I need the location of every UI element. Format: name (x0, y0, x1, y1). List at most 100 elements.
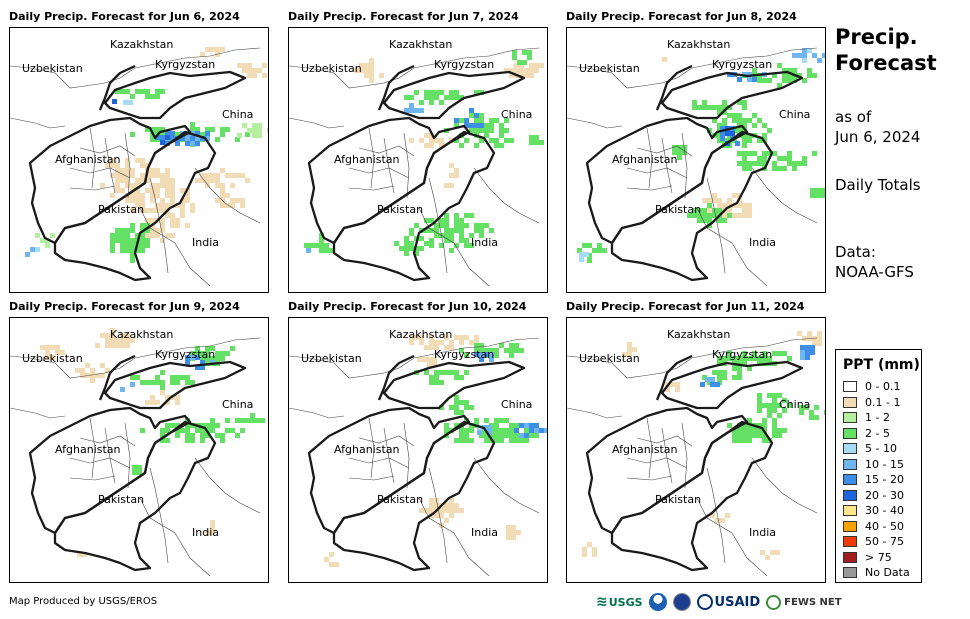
admin-boundary-line (124, 422, 131, 489)
usaid-logo-text: USAID (714, 594, 761, 610)
daily-totals-text: Daily Totals (835, 176, 921, 194)
side-title: Precip. Forecast (835, 24, 937, 76)
country-label-kazakhstan: Kazakhstan (110, 328, 173, 341)
country-label-afghanistan: Afghanistan (334, 443, 400, 456)
admin-boundary-line (681, 422, 688, 489)
usgs-logo-text: USGS (608, 595, 643, 609)
legend-swatch (843, 381, 857, 393)
panel-title-3: Daily Precip. Forecast for Jun 8, 2024 (566, 10, 797, 23)
kyrgyzstan-border (98, 354, 136, 401)
admin-boundary-line (383, 427, 395, 484)
kyrgyzstan-border (103, 360, 247, 410)
legend-swatch (843, 489, 857, 501)
admin-boundary-line (567, 65, 663, 89)
admin-boundary-line (289, 65, 385, 89)
data-label: Data: (835, 243, 876, 261)
admin-boundary-line (69, 457, 131, 469)
fewsnet-globe-icon (766, 594, 782, 610)
country-label-kyrgyzstan: Kyrgyzstan (155, 58, 215, 71)
country-label-china: China (779, 398, 810, 411)
admin-boundary-line (149, 467, 169, 564)
pakistan-border (610, 130, 774, 282)
country-label-pakistan: Pakistan (655, 203, 701, 216)
side-title-line2: Forecast (835, 51, 937, 75)
noaa-logo-icon (648, 593, 667, 611)
partner-logos: ≋ USGS USAID FEWS NET (596, 591, 842, 613)
admin-boundary-line (751, 457, 818, 514)
kyrgyzstan-border (655, 64, 693, 111)
admin-boundary-line (473, 167, 540, 224)
country-label-afghanistan: Afghanistan (55, 443, 121, 456)
legend-swatch (843, 458, 857, 470)
admin-boundary-line (567, 355, 663, 379)
admin-boundary-line (69, 185, 116, 191)
country-label-afghanistan: Afghanistan (612, 443, 678, 456)
country-label-india: India (192, 236, 219, 249)
country-label-kyrgyzstan: Kyrgyzstan (434, 58, 494, 71)
legend-label: 40 - 50 (865, 519, 904, 533)
admin-boundary-line (383, 337, 540, 374)
legend-label: 10 - 15 (865, 457, 904, 471)
legend-label: 0.1 - 1 (865, 395, 901, 409)
forecast-map-6: Kazakhstan Uzbekistan Kyrgyzstan China Afgha… (566, 317, 826, 583)
admin-boundary-line (89, 417, 96, 479)
legend-swatch (843, 567, 857, 579)
country-label-kyrgyzstan: Kyrgyzstan (712, 58, 772, 71)
admin-boundary-line (89, 127, 96, 189)
country-label-afghanistan: Afghanistan (612, 153, 678, 166)
forecast-map-5: Kazakhstan Uzbekistan Kyrgyzstan China Afgha… (288, 317, 548, 583)
country-label-kazakhstan: Kazakhstan (389, 328, 452, 341)
kyrgyzstan-border (660, 360, 804, 410)
legend-label: 20 - 30 (865, 488, 904, 502)
admin-boundary-line (104, 337, 261, 374)
legend-label: 30 - 40 (865, 504, 904, 518)
admin-boundary-line (626, 185, 673, 191)
admin-boundary-line (567, 407, 623, 419)
afghanistan-border (585, 406, 749, 535)
fewsnet-logo: FEWS NET (766, 594, 842, 610)
legend-swatch (843, 536, 857, 548)
admin-boundary-line (194, 167, 261, 224)
kyrgyzstan-border (655, 354, 693, 401)
admin-boundary-line (348, 167, 410, 179)
country-label-china: China (222, 108, 253, 121)
precip-layer (304, 50, 544, 256)
panel-title-5: Daily Precip. Forecast for Jun 10, 2024 (288, 300, 527, 313)
legend-swatch (843, 443, 857, 455)
admin-boundary-line (473, 457, 540, 514)
legend-swatch (843, 396, 857, 408)
admin-boundary-line (69, 475, 116, 481)
admin-boundary-line (428, 467, 448, 564)
panel-title-2: Daily Precip. Forecast for Jun 7, 2024 (288, 10, 519, 23)
forecast-map-2: Kazakhstan Uzbekistan Kyrgyzstan China Afgha… (288, 27, 548, 293)
legend-item: 2 - 5 (843, 426, 921, 442)
precip-layer (324, 335, 547, 567)
usaid-seal-icon (696, 594, 713, 610)
admin-boundary-line (10, 117, 66, 129)
admin-boundary-line (348, 475, 395, 481)
admin-boundary-line (403, 422, 410, 489)
fewsnet-logo-text: FEWS NET (784, 596, 842, 608)
admin-boundary-line (428, 177, 448, 274)
admin-boundary-line (124, 132, 131, 199)
admin-boundary-line (626, 475, 673, 481)
admin-boundary-line (418, 497, 490, 577)
usaid-logo: USAID (696, 594, 761, 610)
admin-boundary-line (681, 132, 688, 199)
country-label-afghanistan: Afghanistan (55, 153, 121, 166)
country-label-pakistan: Pakistan (377, 493, 423, 506)
country-label-china: China (501, 398, 532, 411)
country-label-afghanistan: Afghanistan (334, 153, 400, 166)
map-canvas: Kazakhstan Uzbekistan Kyrgyzstan China Afgha… (567, 38, 825, 287)
admin-boundary-line (194, 457, 261, 514)
legend-swatch (843, 474, 857, 486)
kyrgyzstan-border (660, 70, 804, 120)
admin-boundary-line (567, 117, 623, 129)
kyrgyzstan-border (377, 64, 415, 111)
map-canvas: Kazakhstan Uzbekistan Kyrgyzstan China Afgha… (289, 328, 547, 577)
map-canvas: Kazakhstan Uzbekistan Kyrgyzstan China Afgha… (10, 38, 268, 287)
admin-boundary-line (368, 417, 375, 479)
admin-boundary-line (69, 167, 131, 179)
